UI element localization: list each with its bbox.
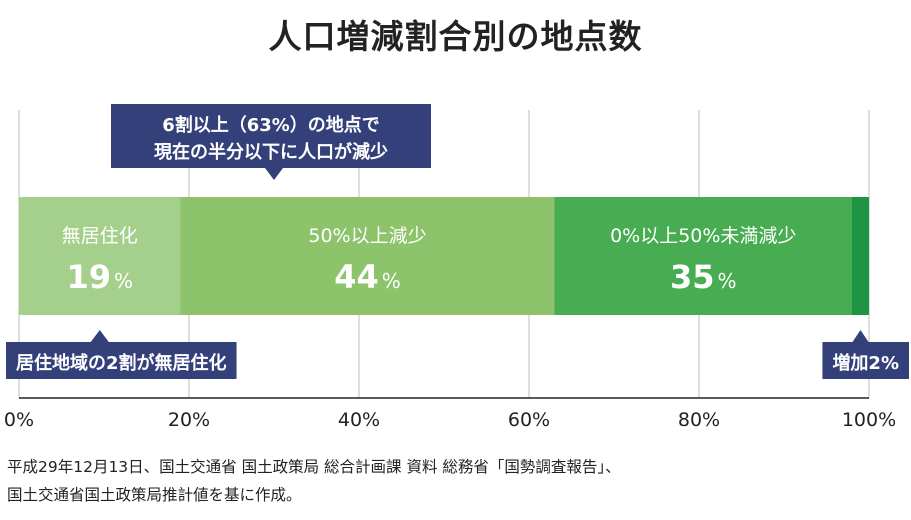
x-tick-label: 20% — [168, 409, 210, 431]
segment-value-label: 19% — [66, 258, 133, 296]
callout-pointer — [90, 330, 109, 342]
callout-text: 6割以上（63%）の地点で — [162, 114, 380, 136]
segment-category-label: 50%以上減少 — [308, 225, 426, 247]
x-tick-label: 80% — [678, 409, 720, 431]
bar-segment — [180, 197, 555, 315]
chart-title: 人口増減割合別の地点数 — [268, 17, 643, 56]
callout-text: 増加2% — [832, 352, 899, 374]
bar-segment — [852, 197, 869, 315]
x-tick-label: 40% — [338, 409, 380, 431]
segment-value-label: 44% — [334, 258, 401, 296]
stacked-bar-chart: 0% 20% 40% 60% 80% 100% 無居住化 19 % 50%以上減少 44 % 0%以上5… — [4, 104, 909, 431]
x-tick-label: 100% — [842, 409, 896, 431]
callout-box — [6, 342, 237, 379]
source-line-2: 国土交通省国土政策局推計値を基に作成。 — [7, 486, 302, 504]
bar-segment — [19, 197, 181, 315]
source-line-1: 平成29年12月13日、国土交通省 国土政策局 総合計画課 資料 総務省「国勢調… — [7, 458, 621, 476]
source-note: 平成29年12月13日、国土交通省 国土政策局 総合計画課 資料 総務省「国勢調… — [7, 453, 907, 509]
callout-box — [111, 104, 431, 168]
callout-text: 居住地域の2割が無居住化 — [16, 352, 227, 374]
x-tick-label: 60% — [508, 409, 550, 431]
bar-segment — [554, 197, 852, 315]
callout-pointer — [852, 330, 869, 342]
segment-category-label: 無居住化 — [62, 225, 138, 247]
x-tick-label: 0% — [4, 409, 34, 431]
callout-text: 現在の半分以下に人口が減少 — [154, 141, 388, 163]
segment-value-label: 35% — [670, 258, 737, 296]
segment-category-label: 0%以上50%未満減少 — [610, 225, 796, 247]
callout-box — [822, 342, 909, 379]
callout-pointer — [265, 168, 283, 180]
